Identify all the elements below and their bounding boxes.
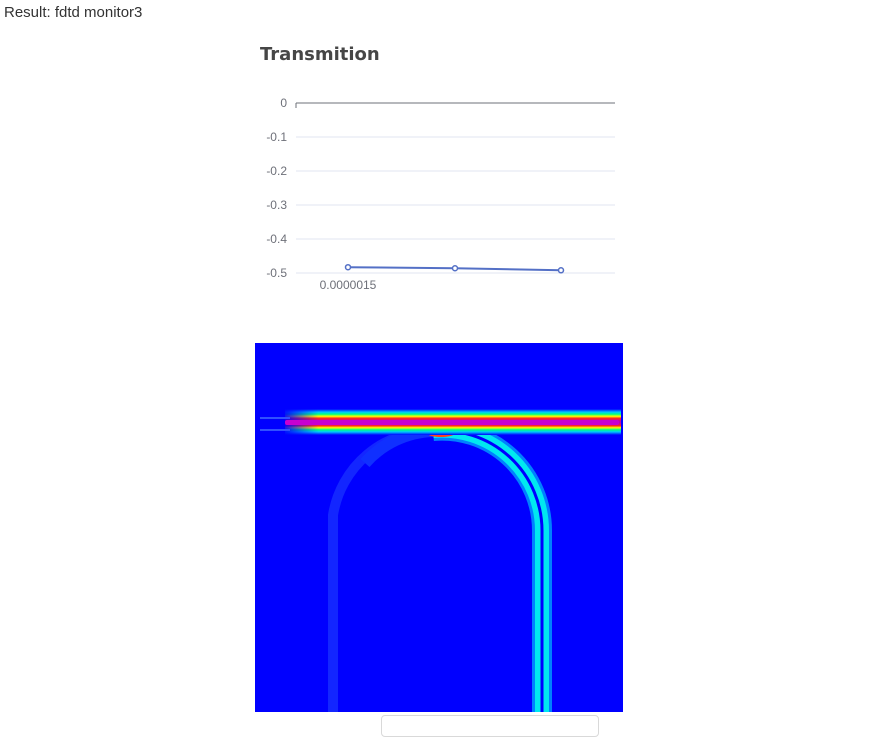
bottom-panel[interactable] <box>381 715 599 737</box>
y-tick-label: -0.2 <box>266 164 287 178</box>
chart-title: Transmition <box>260 44 380 65</box>
data-point <box>451 264 459 272</box>
y-tick-label: -0.5 <box>266 266 287 280</box>
field-intensity-map <box>255 343 623 712</box>
data-point <box>557 267 565 274</box>
result-title: Result: fdtd monitor3 <box>4 4 143 21</box>
y-tick-label: -0.3 <box>266 198 287 212</box>
transmission-chart: Transmition 0 -0.1 -0.2 -0.3 -0.4 -0.5 0.00000… <box>0 0 883 320</box>
data-point <box>344 263 352 271</box>
y-tick-label: -0.4 <box>266 232 287 246</box>
y-tick-label: -0.1 <box>266 130 287 144</box>
field-map-image <box>260 409 621 712</box>
x-tick-label: 0.0000015 <box>320 278 377 292</box>
y-tick-label: 0 <box>280 96 287 110</box>
chart-canvas: 0 -0.1 -0.2 -0.3 -0.4 -0.5 0.0000015 <box>266 96 615 292</box>
